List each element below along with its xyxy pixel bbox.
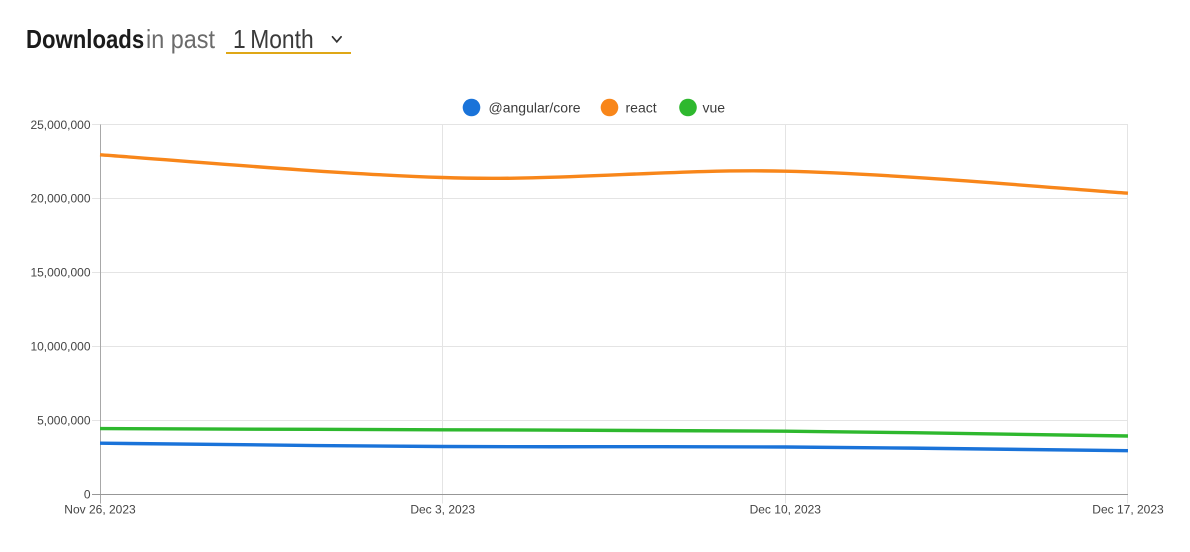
svg-text:@angular/core: @angular/core bbox=[489, 100, 581, 116]
svg-text:15,000,000: 15,000,000 bbox=[30, 266, 90, 280]
svg-text:Dec 3, 2023: Dec 3, 2023 bbox=[410, 502, 475, 516]
svg-text:react: react bbox=[626, 100, 657, 116]
svg-text:Dec 17, 2023: Dec 17, 2023 bbox=[1092, 502, 1164, 516]
svg-text:20,000,000: 20,000,000 bbox=[30, 192, 90, 206]
svg-text:5,000,000: 5,000,000 bbox=[37, 413, 91, 427]
svg-text:Dec 10, 2023: Dec 10, 2023 bbox=[750, 502, 822, 516]
svg-text:Nov 26, 2023: Nov 26, 2023 bbox=[64, 502, 136, 516]
svg-text:10,000,000: 10,000,000 bbox=[30, 340, 90, 354]
svg-text:25,000,000: 25,000,000 bbox=[30, 118, 90, 132]
svg-text:0: 0 bbox=[84, 487, 91, 501]
svg-text:vue: vue bbox=[703, 100, 726, 116]
